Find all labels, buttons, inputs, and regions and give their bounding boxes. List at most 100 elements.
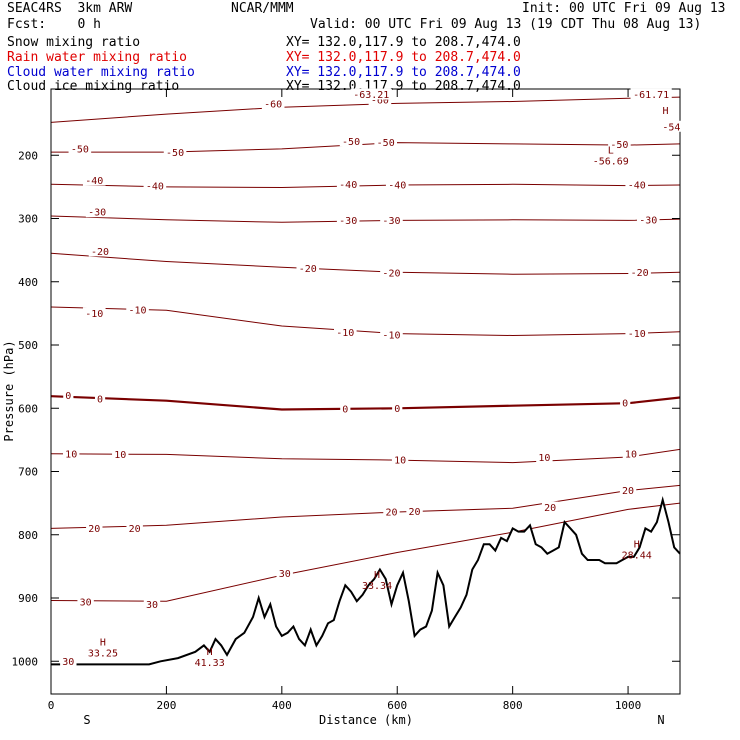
y-tick-label-800: 800 (18, 529, 38, 542)
extremum-value: 33.25 (88, 648, 118, 659)
contour-label--60: -60 (264, 100, 282, 111)
contour-label--10: -10 (628, 329, 646, 340)
y-tick-label-900: 900 (18, 592, 38, 605)
y-tick-label-700: 700 (18, 466, 38, 479)
contour-label-bg (126, 522, 143, 534)
contour-line--60 (50, 96, 681, 123)
contour-label--54: -54 (662, 122, 680, 133)
extremum-value: -56.69 (593, 156, 629, 167)
contour-line-10 (50, 448, 681, 464)
contour-label-bg (625, 178, 649, 190)
contour-label--30: -30 (639, 215, 657, 226)
x-axis-label: Distance (km) (319, 713, 413, 727)
contour-label-bg (368, 94, 392, 106)
organization-label: NCAR/MMM (231, 1, 294, 16)
contour-label--50: -50 (166, 148, 184, 159)
contour-label-bg (374, 136, 397, 148)
contour-label-bg (163, 146, 187, 158)
contour-label--50: -50 (71, 144, 89, 155)
contour-label--40: -40 (388, 180, 406, 191)
x-end-label-left: S (83, 713, 90, 727)
contour-label-20: 20 (544, 503, 556, 514)
y-tick-label-200: 200 (18, 149, 38, 162)
contour-label--50: -50 (377, 138, 395, 149)
contour-label-bg (660, 120, 683, 132)
contour-label-bg (68, 142, 92, 154)
contour-label-0: 0 (97, 394, 103, 405)
contour-label-bg (620, 397, 631, 409)
contour-label-bg (112, 448, 129, 460)
x-tick-label-400: 400 (272, 699, 292, 712)
contour-label-bg (276, 567, 293, 579)
contour-label--10: -10 (382, 330, 400, 341)
contour-label--40: -40 (146, 182, 164, 193)
contour-label--30: -30 (88, 208, 106, 219)
contour-label--20: -20 (299, 264, 317, 275)
contour-label-0: 0 (65, 391, 71, 402)
terrain-layer (51, 496, 681, 694)
forecast-hour: Fcst: 0 h (7, 17, 101, 32)
contour-label-20: 20 (88, 524, 100, 535)
extremum-mark-L: L (608, 145, 614, 156)
contour-label--30: -30 (339, 216, 357, 227)
contour-label-0: 0 (622, 399, 628, 410)
contour-line--20 (50, 252, 681, 275)
contour-label-bg (339, 135, 363, 147)
contour-label-10: 10 (65, 449, 77, 460)
x-tick-label-200: 200 (156, 699, 176, 712)
contour-label-0: 0 (394, 404, 400, 415)
y-tick-label-600: 600 (18, 402, 38, 415)
contour-label-bg (380, 266, 403, 278)
x-tick-label-0: 0 (48, 699, 55, 712)
contour-label-30: 30 (279, 569, 291, 580)
contour-label-bg (82, 307, 106, 319)
contour-label-bg (334, 326, 357, 338)
contour-label-bg (350, 88, 392, 100)
extremum-value: 33.34 (362, 581, 392, 592)
extremum-mark-H: H (663, 106, 669, 117)
y-tick-label-1000: 1000 (12, 655, 39, 668)
contour-label--50: -50 (610, 140, 628, 151)
extremum-mark-H: H (207, 647, 213, 658)
x-tick-label-1000: 1000 (615, 699, 642, 712)
contour-label-bg (86, 522, 103, 534)
contour-label-bg (536, 451, 553, 463)
contour-label-bg (336, 214, 360, 226)
contour-label-bg (385, 178, 409, 190)
model-title: SEAC4RS 3km ARW (7, 1, 133, 16)
x-tick-label-600: 600 (387, 699, 407, 712)
contour-label-bg (126, 304, 149, 316)
contour-label-bg (630, 88, 672, 100)
contour-label--20: -20 (91, 247, 109, 258)
contour-label-bg (340, 402, 351, 414)
contour-label-10: 10 (394, 456, 406, 467)
init-time: Init: 00 UTC Fri 09 Aug 13 (522, 1, 726, 16)
contour-label-30: 30 (146, 600, 158, 611)
extremum-mark-H: H (100, 637, 106, 648)
contour-label-bg (636, 213, 660, 225)
y-tick-label-400: 400 (18, 276, 38, 289)
contour-label-bg (406, 505, 423, 517)
contour-label-30: 30 (80, 597, 92, 608)
contour-label--10: -10 (85, 309, 103, 320)
contour-label-bg (628, 266, 651, 278)
field-xy-snow: XY= 132.0,117.9 to 208.7,474.0 (286, 35, 521, 50)
contour-line--30 (50, 215, 681, 223)
contour-label-bg (143, 598, 161, 610)
contour-label--61.71: -61.71 (633, 90, 669, 101)
terrain-line (51, 496, 681, 666)
contour-line-20 (50, 484, 681, 529)
contour-label-bg (392, 402, 403, 414)
field-name-cloud-ice: Cloud ice mixing ratio (7, 79, 180, 94)
field-name-rain: Rain water mixing ratio (7, 50, 188, 65)
contour-label-bg (62, 447, 80, 459)
contour-label--40: -40 (339, 180, 357, 191)
contour-label-bg (336, 178, 360, 190)
contour-label-bg (143, 180, 167, 192)
contour-label-20: 20 (129, 524, 141, 535)
extremum-value: 28.44 (622, 550, 652, 561)
contour-label-bg (619, 484, 637, 496)
contour-label--20: -20 (631, 268, 649, 279)
